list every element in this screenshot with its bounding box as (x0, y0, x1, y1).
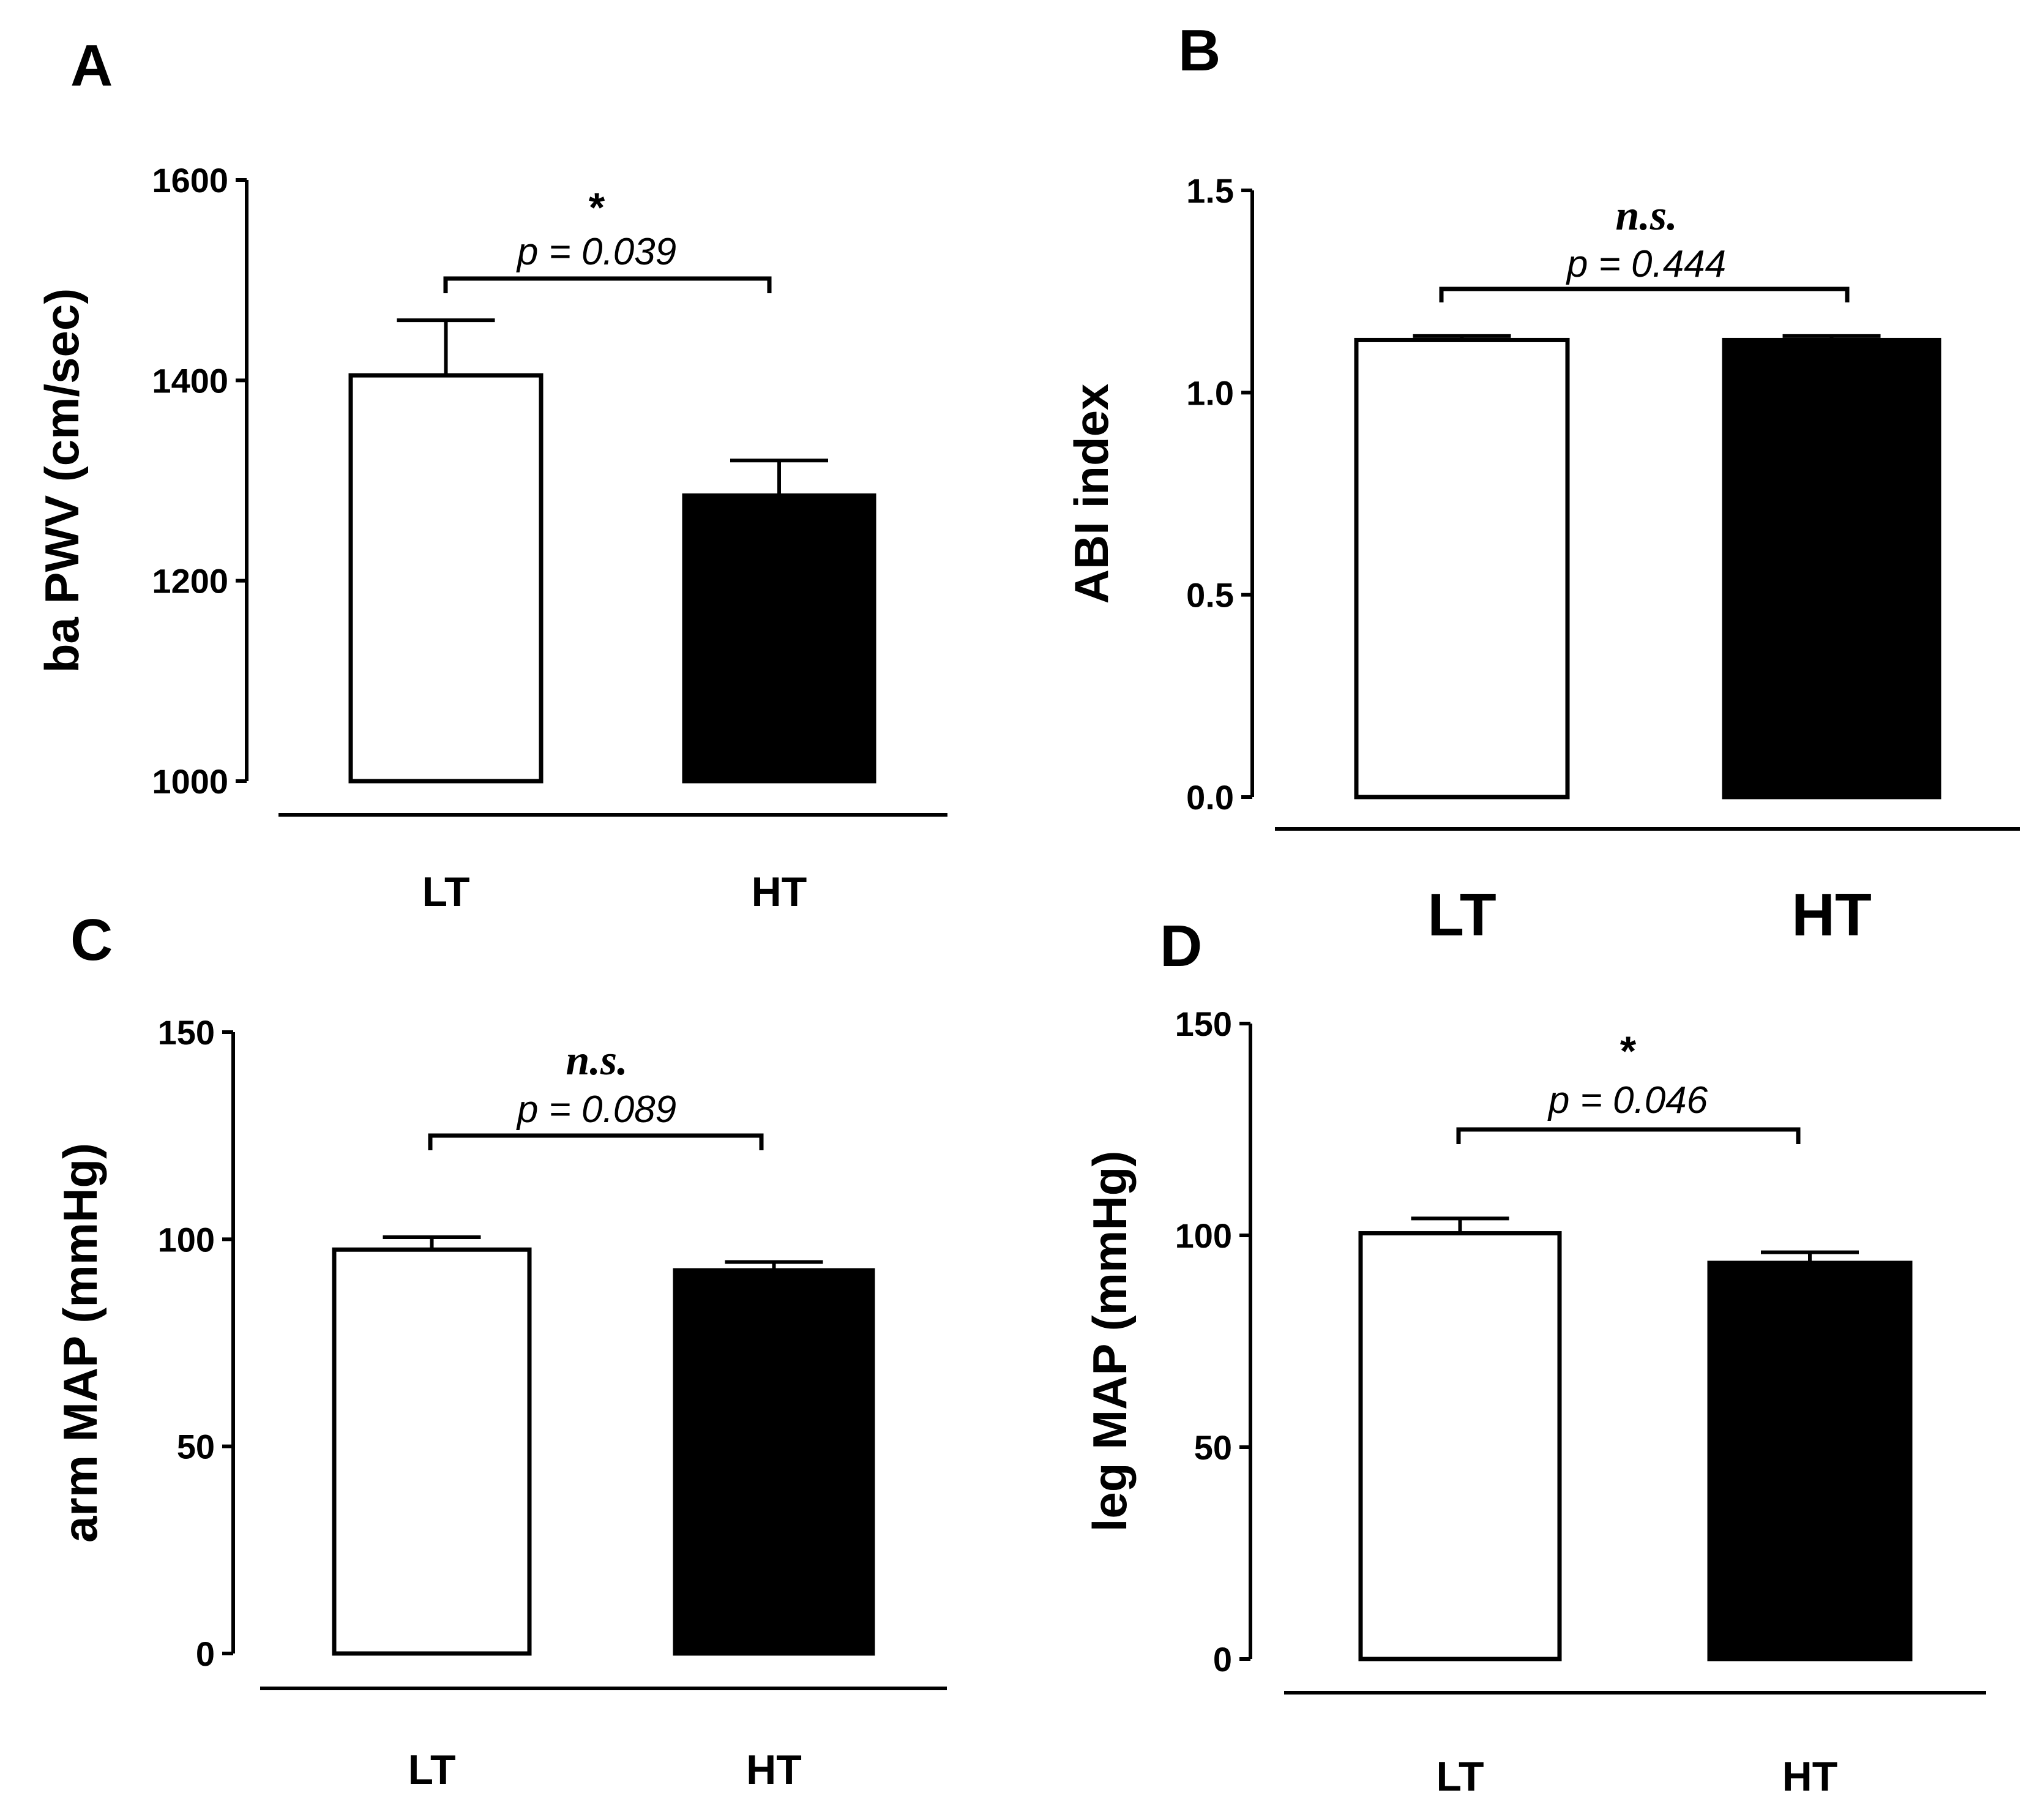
y-axis-label: ba PWV (cm/sec) (35, 288, 89, 673)
y-tick-label: 1200 (152, 562, 228, 601)
significance-symbol: * (1620, 1028, 1637, 1074)
x-category-label: LT (1427, 881, 1496, 948)
panel-letter: C (70, 907, 113, 973)
bar-lt (1358, 1231, 1562, 1661)
p-value-label: p = 0.039 (516, 231, 676, 273)
bar-lt (332, 1247, 532, 1656)
bar-ht (1722, 337, 1941, 800)
bar-ht (682, 493, 876, 784)
p-value-label: p = 0.046 (1547, 1079, 1708, 1122)
bar-ht (673, 1268, 875, 1656)
y-tick-label: 1.5 (1186, 171, 1234, 210)
y-axis-label: arm MAP (mmHg) (53, 1143, 107, 1543)
x-category-label: HT (752, 869, 807, 915)
y-tick-label: 50 (1194, 1428, 1232, 1467)
significance-bracket (428, 1133, 764, 1150)
panel-letter: A (70, 33, 113, 99)
y-tick-label: 0.5 (1186, 576, 1234, 615)
x-category-label: HT (1792, 881, 1872, 948)
y-tick-label: 1000 (152, 762, 228, 801)
y-tick-label: 1400 (152, 361, 228, 400)
bar-lt (348, 373, 544, 784)
y-axis-label: ABI index (1064, 384, 1118, 604)
x-category-label: HT (746, 1747, 802, 1793)
significance-bracket (1439, 286, 1850, 302)
panel-letter: D (1160, 913, 1202, 979)
y-tick-label: 100 (1175, 1216, 1232, 1255)
significance-symbol: n.s. (566, 1037, 627, 1084)
panel-letter: B (1178, 18, 1220, 83)
bar-ht (1707, 1260, 1913, 1661)
y-tick-label: 100 (158, 1220, 215, 1259)
y-tick-label: 1.0 (1186, 373, 1234, 412)
panel-d: D 0 50 100 150 leg MAP (mmHg) LT HT p = 0.046 * (1083, 913, 1986, 1800)
y-tick-label: 0 (1213, 1640, 1232, 1679)
significance-symbol: * (589, 184, 605, 231)
panel-c: C 0 50 100 150 arm MAP (mmHg) LT HT p = 0.089n.s… (53, 907, 947, 1793)
y-tick-label: 0.0 (1186, 778, 1234, 817)
significance-bracket (443, 276, 772, 293)
x-category-label: LT (422, 869, 469, 915)
x-category-label: LT (408, 1747, 455, 1793)
panel-a: A 1000 1200 1400 1600 ba PWV (cm/sec) LT HT p = … (35, 33, 947, 915)
y-tick-label: 0 (196, 1635, 215, 1673)
x-category-label: LT (1436, 1753, 1484, 1800)
significance-symbol: n.s. (1615, 192, 1677, 239)
y-tick-label: 150 (1175, 1005, 1232, 1043)
bar-lt (1354, 337, 1570, 800)
significance-bracket (1456, 1127, 1801, 1144)
y-tick-label: 50 (177, 1428, 215, 1466)
p-value-label: p = 0.089 (516, 1088, 676, 1131)
x-category-label: HT (1782, 1753, 1838, 1800)
p-value-label: p = 0.444 (1566, 243, 1726, 285)
y-tick-label: 1600 (152, 161, 228, 200)
y-tick-label: 150 (158, 1013, 215, 1052)
y-axis-label: leg MAP (mmHg) (1083, 1151, 1137, 1532)
